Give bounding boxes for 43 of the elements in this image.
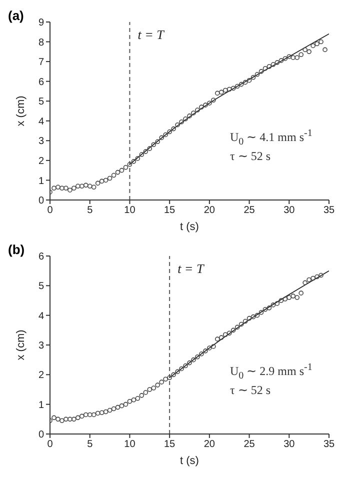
y-tick-label: 6 xyxy=(38,76,44,88)
y-tick-label: 5 xyxy=(38,281,44,292)
x-tick-label: 5 xyxy=(87,439,94,450)
y-tick-label: 2 xyxy=(38,370,44,382)
y-tick-label: 4 xyxy=(38,310,44,322)
x-tick-label: 25 xyxy=(244,205,256,216)
y-tick-label: 2 xyxy=(38,156,44,167)
y-tick-label: 3 xyxy=(38,136,44,148)
x-tick-label: 10 xyxy=(124,439,136,450)
x-tick-label: 30 xyxy=(284,205,296,216)
x-tick-label: 10 xyxy=(124,205,136,216)
y-tick-label: 6 xyxy=(38,252,44,263)
y-tick-label: 1 xyxy=(38,176,44,187)
x-tick-label: 35 xyxy=(323,205,335,216)
x-axis-title: t (s) xyxy=(180,455,199,467)
x-tick-label: 30 xyxy=(284,439,296,450)
x-tick-label: 20 xyxy=(204,205,216,216)
y-tick-label: 8 xyxy=(38,37,44,48)
y-tick-label: 9 xyxy=(38,18,44,29)
x-tick-label: 25 xyxy=(244,439,256,450)
x-tick-label: 5 xyxy=(87,205,94,216)
x-tick-label: 0 xyxy=(47,205,54,216)
y-tick-label: 5 xyxy=(38,96,44,108)
y-tick-label: 0 xyxy=(38,196,44,207)
annotation-text: U$_{0}$ ∼ 2.9 mm s$^{-1}$ τ ∼ 52 s xyxy=(230,361,312,398)
annotation-text: U$_{0}$ ∼ 4.1 mm s$^{-1}$ τ ∼ 52 s xyxy=(230,127,312,164)
y-tick-label: 4 xyxy=(38,116,44,128)
y-axis-title: x (cm) xyxy=(14,96,27,126)
ref-line-label: t = T xyxy=(138,27,165,42)
x-tick-label: 15 xyxy=(164,205,176,216)
x-tick-label: 35 xyxy=(323,439,335,450)
y-tick-label: 7 xyxy=(38,57,44,68)
ref-line-label: t = T xyxy=(178,261,204,276)
y-axis-title: x (cm) xyxy=(14,330,27,360)
x-tick-label: 15 xyxy=(164,439,176,450)
y-tick-label: 3 xyxy=(38,340,44,352)
x-tick-label: 0 xyxy=(47,439,54,450)
x-tick-label: 20 xyxy=(204,439,216,450)
x-axis-title: t (s) xyxy=(180,221,199,233)
chart-title: (a) xyxy=(8,8,24,23)
chart-title: (b) xyxy=(8,242,25,257)
y-tick-label: 0 xyxy=(38,430,44,441)
y-tick-label: 1 xyxy=(38,400,44,411)
